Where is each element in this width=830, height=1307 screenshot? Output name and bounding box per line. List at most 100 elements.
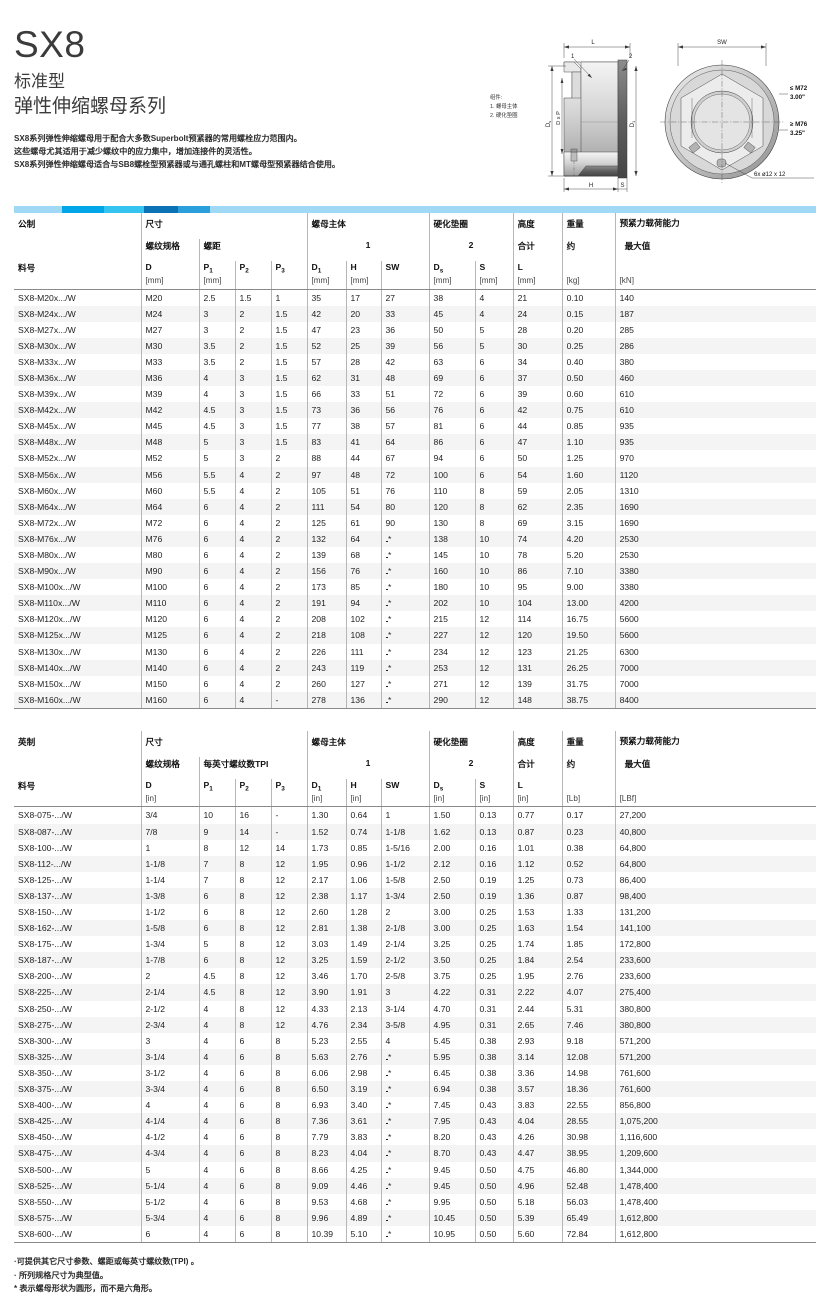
cell-value: 2.76 [561,968,616,985]
cell-value: 2 [234,353,271,370]
cell-value: 52 [306,337,347,354]
cell-value: 4 [234,659,271,676]
cell-value: 1-5/8 [140,920,199,937]
metric-th-thread-spec: 螺纹规格 [140,239,199,261]
dim-label-L: L [591,40,595,46]
metric-th-sym-S: S [474,261,514,276]
cell-value: 4.5 [198,984,235,1001]
cell-value: 4 [198,386,235,403]
cell-value: 8 [234,968,271,985]
cell-value: 2.05 [561,482,616,499]
cell-part-number: SX8-M42x.../W [18,405,76,416]
cell-value: 1 [270,289,308,306]
cell-value: 0.20 [561,321,616,338]
cell-value: 1 [380,806,430,824]
cell-value: 278 [306,691,347,709]
table-row: SX8-112-.../W 1-1/8 7 8 12 1.95 0.96 1-1/2 2.12 0… [14,855,816,872]
cell-value: 1.5 [270,337,308,354]
cell-value: 610 [614,386,816,403]
cell-value: 12 [270,1016,308,1033]
cell-value: 1,075,200 [614,1113,816,1130]
cell-value: 7.95 [428,1113,476,1130]
cell-value: 3.75 [428,968,476,985]
cell-value: 4.46 [345,1177,382,1194]
cell-value: 4.68 [345,1193,382,1210]
cell-value: 1.95 [306,855,347,872]
cell-value: 0.17 [561,806,616,824]
cell-value: 88 [306,450,347,467]
cell-value: 4 [198,1097,235,1114]
cell-value: M27 [140,321,199,338]
cell-value: 2.98 [345,1064,382,1082]
cell-value: 233,600 [614,968,816,985]
cell-value: 3.40 [345,1097,382,1114]
cell-value: 1-7/8 [140,952,199,969]
cell-value: 5 [474,321,514,338]
cell-value: 4.5 [198,402,235,419]
table-row: SX8-150-.../W 1-1/2 6 8 12 2.60 1.28 2 3.00 0.25 1… [14,904,816,921]
imperial-th-nut-body: 螺母主体 [306,730,430,757]
cell-value: 95 [512,579,563,596]
cell-value: 8 [270,1032,308,1049]
cell-value: 40,800 [614,823,816,840]
cell-value: 5.39 [512,1209,563,1226]
cell-value: 12 [270,904,308,921]
cell-value: 3.15 [561,514,616,531]
imperial-th-unit-P1 [198,793,235,808]
cell-value: 5 [198,434,235,451]
cell-value: 1,612,800 [614,1225,816,1243]
technical-drawing: 组件: 1. 螺母主体 2. 硬化垫圈 [490,26,820,198]
table-row: SX8-M64x.../W M64 6 4 2 111 54 80 120 8 62 2.35 1690 [14,498,816,515]
cell-value: 4 [234,675,271,692]
cell-value: 5-1/2 [140,1193,199,1210]
imperial-table-head: 英制 尺寸 螺母主体 硬化垫圈 高度 重量 预紧力载荷能力 螺纹规格 每英寸螺纹… [14,730,816,808]
cell-part-number: SX8-M150x.../W [18,678,81,689]
cell-value: 6 [234,1032,271,1049]
cell-value: 52.48 [561,1177,616,1194]
cell-value: 31 [345,369,382,387]
cell-value: 8 [234,1016,271,1033]
cell-value: 5.5 [198,482,235,499]
cell-value: 1-1/2 [140,904,199,921]
cell-value: M24 [140,305,199,322]
cell-value: 2.00 [428,839,476,856]
cell-value: 31.75 [561,675,616,692]
cell-value: 3.25 [428,936,476,953]
cell-value: 3/4 [140,806,199,824]
legend-item-nut-body: 1. 螺母主体 [490,104,518,111]
cell-value: 51 [380,386,430,403]
cell-value: 8.66 [306,1161,347,1178]
table-row: SX8-M36x.../W M36 4 3 1.5 62 31 48 69 6 37 0.50 460 [14,369,816,387]
cell-value: 0.50 [474,1193,514,1210]
cell-value: 3 [234,369,271,387]
cell-value: 145 [428,547,476,564]
cell-value: 12 [270,871,308,888]
cell-value: 4-1/4 [140,1113,199,1130]
cell-value: * [380,547,430,564]
cell-value: 7000 [614,659,816,676]
cell-value: 180 [428,579,476,596]
cell-part-number: SX8-M72x.../W [18,517,76,528]
cell-value: 0.96 [345,855,382,872]
cell-value: 1120 [614,466,816,483]
dim-label-H: H [589,183,593,189]
metric-th-weight-sub: 约 [561,239,616,261]
table-row: SX8-137-.../W 1-3/8 6 8 12 2.38 1.17 1-3/4 2.50 0… [14,887,816,904]
imperial-th-pitch: 每英寸螺纹数TPI [198,756,308,779]
cell-value: 380,800 [614,1016,816,1033]
cell-value: 4 [198,1145,235,1162]
imperial-th-nut-body-num: 1 [306,756,430,779]
page-header: SX8 标准型 弹性伸缩螺母系列 SX8系列弹性伸缩螺母用于配合大多数Super… [0,0,830,206]
cell-part-number: SX8-325-.../W [18,1051,72,1062]
metric-th-unit-P1: [mm] [198,276,235,290]
cell-value: * [380,627,430,644]
metric-th-unit-SW [380,276,430,290]
cell-value: 8 [234,904,271,921]
cell-value: 3.90 [306,984,347,1001]
cell-value: 1.5 [270,321,308,338]
cell-part-number: SX8-M52x.../W [18,453,76,464]
cell-value: 3 [234,418,271,435]
table-row: SX8-500-.../W 5 4 6 8 8.66 4.25 * 9.45 0.50 4.75 46… [14,1161,816,1178]
cell-value: 4-3/4 [140,1145,199,1162]
cell-value: 4 [234,498,271,515]
